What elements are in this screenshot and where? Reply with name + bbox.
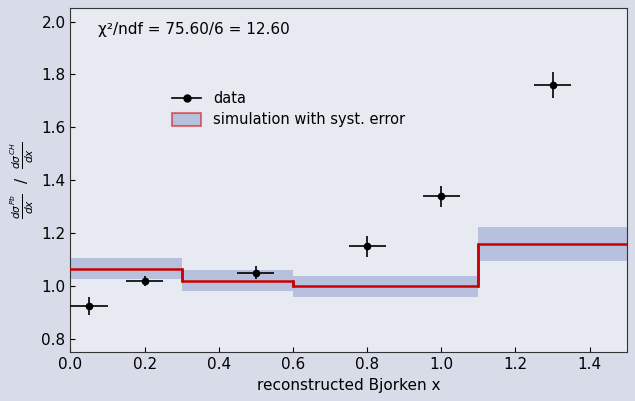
Legend: data, simulation with syst. error: data, simulation with syst. error bbox=[172, 91, 405, 127]
Y-axis label: $\frac{d\sigma^{Pb}}{dx}$  /  $\frac{d\sigma^{CH}}{dx}$: $\frac{d\sigma^{Pb}}{dx}$ / $\frac{d\sig… bbox=[8, 142, 36, 219]
Text: χ²/ndf = 75.60/6 = 12.60: χ²/ndf = 75.60/6 = 12.60 bbox=[98, 22, 290, 37]
X-axis label: reconstructed Bjorken x: reconstructed Bjorken x bbox=[257, 378, 440, 393]
